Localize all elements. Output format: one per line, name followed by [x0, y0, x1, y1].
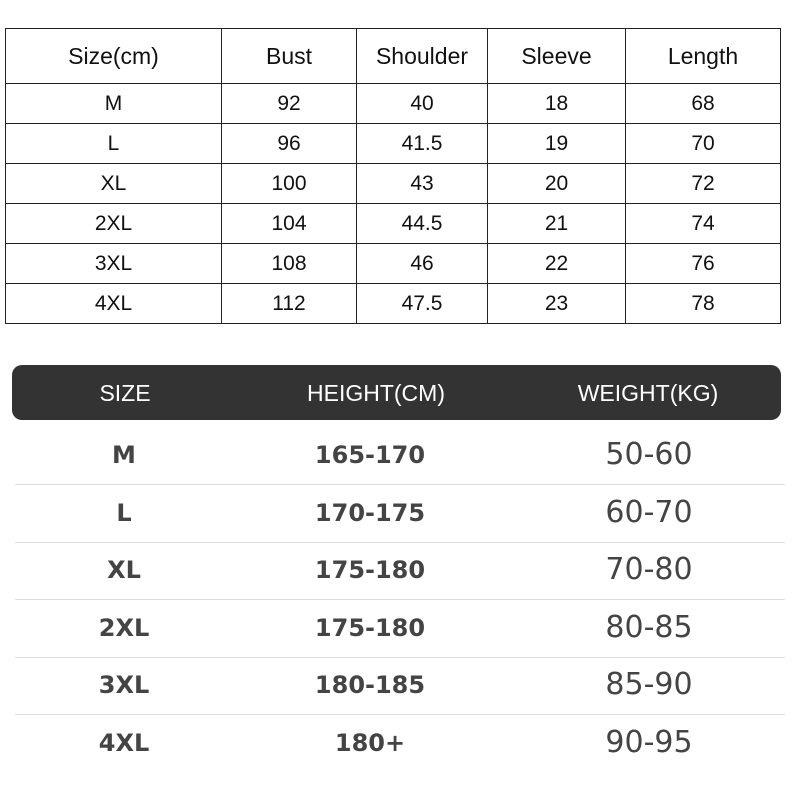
column-header: Length	[625, 28, 781, 84]
table-cell: L	[5, 123, 222, 164]
table-cell: 44.5	[356, 203, 488, 244]
size-cell: XL	[107, 556, 141, 584]
table-cell: XL	[5, 163, 222, 204]
table-row: 4XL 180+ 90-95	[15, 715, 785, 772]
table-cell: 41.5	[356, 123, 488, 164]
weight-cell: 85-90	[605, 667, 693, 702]
table-cell: 68	[625, 83, 781, 124]
size-cell: 3XL	[98, 671, 150, 699]
table-row: M 165-170 50-60	[15, 427, 785, 485]
table-row: L 170-175 60-70	[15, 485, 785, 543]
table-cell: 2XL	[5, 203, 222, 244]
table-header-row: Size(cm) Bust Shoulder Sleeve Length	[5, 28, 781, 84]
table-row: 4XL 112 47.5 23 78	[5, 283, 781, 324]
column-header: Bust	[221, 28, 357, 84]
table-cell: 47.5	[356, 283, 488, 324]
table-row: 3XL 180-185 85-90	[15, 657, 785, 715]
weight-cell: 90-95	[605, 724, 693, 760]
height-cell: 170-175	[314, 498, 426, 527]
table-row: XL 100 43 20 72	[5, 163, 781, 204]
table-cell: 46	[356, 243, 488, 284]
table-cell: 72	[625, 163, 781, 204]
table-cell: 23	[487, 283, 626, 324]
weight-cell: 50-60	[605, 437, 693, 472]
table-cell: 21	[487, 203, 626, 244]
table-cell: 92	[221, 83, 357, 124]
header-height: HEIGHT(CM)	[307, 380, 445, 406]
measurement-table: Size(cm) Bust Shoulder Sleeve Length M 92 40 18 6…	[5, 28, 781, 324]
header-size: SIZE	[99, 380, 151, 406]
table-cell: 76	[625, 243, 781, 284]
table-cell: 104	[221, 203, 357, 244]
table-cell: M	[5, 83, 222, 124]
table-row: 2XL 104 44.5 21 74	[5, 203, 781, 244]
table-cell: 96	[221, 123, 357, 164]
table-cell: 22	[487, 243, 626, 284]
table-cell: 108	[221, 243, 357, 284]
recommendation-header: SIZE HEIGHT(CM) WEIGHT(KG)	[12, 365, 781, 420]
table-cell: 112	[221, 283, 357, 324]
table-cell: 74	[625, 203, 781, 244]
height-cell: 175-180	[314, 556, 426, 584]
header-weight: WEIGHT(KG)	[577, 380, 719, 406]
table-cell: 43	[356, 163, 488, 204]
table-cell: 40	[356, 83, 488, 124]
table-cell: 100	[221, 163, 357, 204]
table-row: L 96 41.5 19 70	[5, 123, 781, 164]
size-cell: M	[112, 441, 136, 469]
height-cell: 180+	[334, 728, 406, 757]
table-cell: 19	[487, 123, 626, 164]
table-cell: 78	[625, 283, 781, 324]
column-header: Sleeve	[487, 28, 626, 84]
height-cell: 175-180	[314, 613, 426, 642]
table-cell: 4XL	[5, 283, 222, 324]
table-cell: 18	[487, 83, 626, 124]
weight-cell: 80-85	[605, 609, 693, 645]
size-cell: 2XL	[98, 613, 150, 642]
table-row: XL 175-180 70-80	[15, 542, 785, 600]
height-cell: 180-185	[314, 671, 426, 699]
table-row: M 92 40 18 68	[5, 83, 781, 124]
height-cell: 165-170	[314, 441, 426, 469]
weight-cell: 60-70	[605, 494, 693, 530]
column-header: Size(cm)	[5, 28, 222, 84]
table-row: 3XL 108 46 22 76	[5, 243, 781, 284]
table-cell: 70	[625, 123, 781, 164]
size-cell: L	[116, 498, 132, 527]
table-cell: 3XL	[5, 243, 222, 284]
table-row: 2XL 175-180 80-85	[15, 600, 785, 658]
table-cell: 20	[487, 163, 626, 204]
size-cell: 4XL	[98, 728, 150, 757]
column-header: Shoulder	[356, 28, 488, 84]
weight-cell: 70-80	[605, 552, 693, 587]
